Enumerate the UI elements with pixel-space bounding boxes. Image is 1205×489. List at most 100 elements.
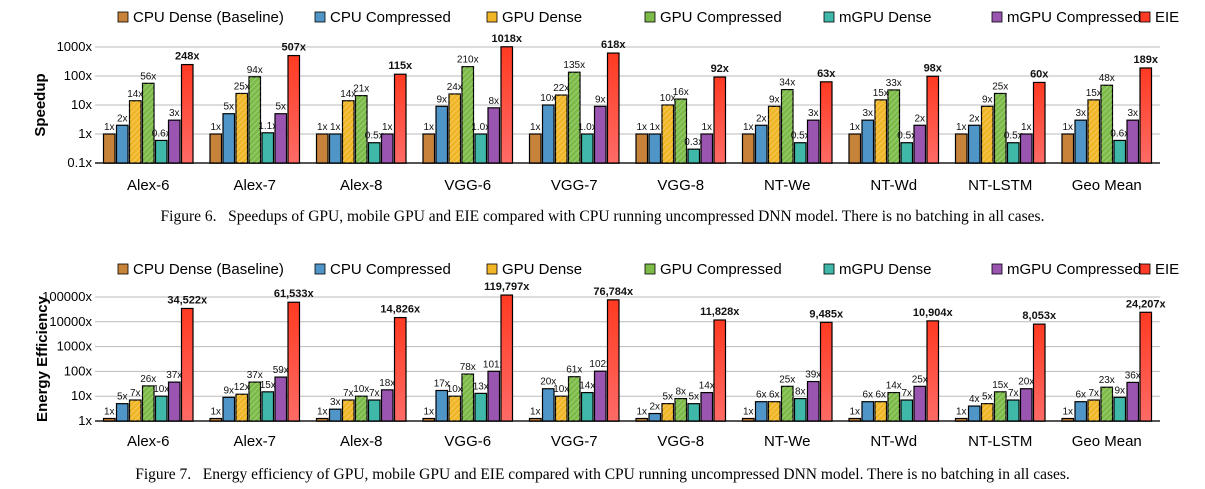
legend-swatch	[314, 263, 326, 275]
bar	[393, 316, 407, 422]
data-label: 9x	[436, 94, 447, 105]
data-label: 6x	[1075, 390, 1086, 401]
bar-hatch	[462, 374, 474, 421]
bar	[474, 392, 488, 422]
legend-label: mGPU Dense	[839, 9, 932, 26]
legend-swatch	[314, 11, 326, 23]
legend-swatch	[823, 263, 835, 275]
data-label: 1x	[743, 407, 754, 418]
data-label: 94x	[247, 65, 263, 76]
bar	[687, 403, 701, 422]
bar	[274, 376, 288, 422]
bar	[222, 113, 236, 164]
bar-hatch	[449, 93, 461, 163]
data-label: 98x	[924, 62, 943, 74]
data-label: 1x	[956, 122, 967, 133]
bar	[635, 133, 649, 164]
data-label: 37x	[166, 370, 182, 381]
bar	[806, 380, 820, 422]
legend-swatch	[1139, 11, 1151, 23]
x-tick-label: Alex-6	[127, 177, 170, 194]
data-label: 21x	[353, 84, 369, 95]
data-label: 3x	[1127, 108, 1138, 119]
data-label: 7x	[130, 388, 141, 399]
bar	[1074, 401, 1088, 422]
data-label: 14,826x	[380, 304, 421, 316]
legend-swatch	[644, 263, 656, 275]
x-tick-label: VGG-7	[551, 433, 598, 450]
bar-hatch	[781, 386, 793, 421]
bar-hatch	[129, 400, 141, 421]
data-label: 33x	[886, 78, 902, 89]
data-label: 63x	[817, 68, 836, 80]
bar	[806, 119, 820, 164]
data-label: 0.6x	[1110, 128, 1129, 139]
bar	[606, 52, 620, 164]
y-tick-label: 100000x	[42, 289, 92, 304]
bar-hatch	[1101, 85, 1113, 163]
bar	[102, 133, 116, 164]
data-label: 25x	[234, 81, 250, 92]
data-label: 22x	[553, 83, 569, 94]
bar	[528, 417, 542, 422]
bar-hatch	[675, 398, 687, 421]
bar	[167, 119, 181, 164]
data-label: 36x	[1125, 370, 1141, 381]
bar	[713, 319, 727, 422]
y-tick-label: 10x	[71, 388, 92, 403]
data-label: 0.5x	[1004, 131, 1023, 142]
data-label: 1x	[849, 122, 860, 133]
data-label: 8,053x	[1022, 310, 1057, 322]
data-label: 2x	[756, 113, 767, 124]
bar	[1019, 388, 1033, 422]
bar-hatch	[994, 391, 1006, 421]
data-label: 1x	[317, 122, 328, 133]
data-label: 7x	[1088, 388, 1099, 399]
data-label: 15x	[992, 380, 1008, 391]
data-label: 1x	[423, 407, 434, 418]
bar	[861, 401, 875, 422]
bar	[167, 381, 181, 422]
bar-hatch	[781, 89, 793, 163]
data-label: 101x	[483, 359, 505, 370]
bar	[367, 142, 381, 164]
data-label: 1x	[1062, 407, 1073, 418]
bar-hatch	[355, 95, 367, 163]
bar	[435, 105, 449, 164]
data-label: 1x	[743, 122, 754, 133]
data-label: 39x	[805, 370, 821, 381]
data-label: 15x	[1086, 88, 1102, 99]
bar	[913, 385, 927, 422]
bar	[967, 124, 981, 164]
data-label: 3x	[330, 397, 341, 408]
bar	[1061, 133, 1075, 164]
data-label: 4x	[969, 394, 980, 405]
y-tick-label: 1x	[78, 413, 92, 428]
data-label: 56x	[140, 71, 156, 82]
x-tick-label: VGG-6	[444, 177, 491, 194]
data-label: 189x	[1134, 54, 1159, 66]
data-label: 7x	[343, 388, 354, 399]
bar	[913, 124, 927, 164]
bar-hatch	[449, 396, 461, 421]
x-tick-label: VGG-8	[657, 177, 704, 194]
bar	[435, 389, 449, 422]
data-label: 10x	[540, 93, 556, 104]
bar-hatch	[462, 66, 474, 163]
data-label: 1x	[956, 407, 967, 418]
bar-hatch	[1101, 387, 1113, 421]
legend-label: CPU Dense (Baseline)	[133, 261, 284, 278]
bar	[954, 417, 968, 422]
data-label: 1.0x	[471, 122, 490, 133]
y-tick-label: 1x	[78, 126, 92, 141]
legend-label: GPU Compressed	[660, 9, 782, 26]
data-label: 7x	[901, 388, 912, 399]
data-label: 20x	[1018, 377, 1034, 388]
bar	[1019, 133, 1033, 164]
data-label: 1x	[1021, 122, 1032, 133]
legend-label: GPU Dense	[502, 9, 582, 26]
data-label: 6x	[875, 390, 886, 401]
speedup-chart: 0.1x 1x 10x 100x 1000x Speedup CPU Dense (Base…	[32, 9, 1179, 194]
